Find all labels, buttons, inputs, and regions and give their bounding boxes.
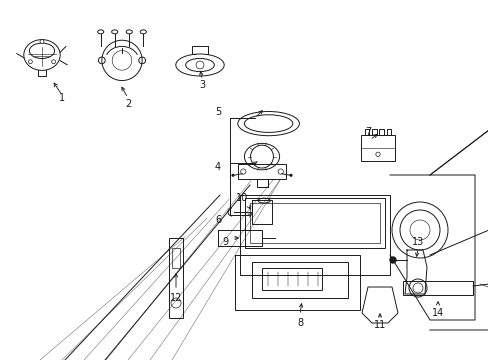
Bar — [379, 129, 383, 135]
Bar — [360, 135, 394, 161]
Text: 9: 9 — [222, 237, 227, 247]
Bar — [249, 203, 379, 243]
Text: 7: 7 — [364, 127, 370, 137]
Bar — [169, 238, 183, 318]
Bar — [251, 262, 347, 298]
Circle shape — [40, 40, 44, 44]
Text: 13: 13 — [411, 237, 423, 247]
Bar — [262, 268, 321, 290]
Text: 6: 6 — [215, 215, 221, 225]
Text: 10: 10 — [235, 193, 247, 203]
Text: 4: 4 — [215, 162, 221, 172]
Circle shape — [231, 174, 234, 177]
Bar — [402, 281, 472, 295]
Bar — [237, 164, 285, 179]
Text: 5: 5 — [214, 107, 221, 117]
Circle shape — [28, 60, 32, 64]
Bar — [365, 129, 368, 135]
Text: 1: 1 — [59, 93, 65, 103]
Circle shape — [289, 174, 292, 177]
Bar — [218, 230, 262, 246]
Bar — [244, 198, 384, 248]
Text: 2: 2 — [124, 99, 131, 109]
Text: 14: 14 — [431, 308, 443, 318]
Text: 3: 3 — [199, 80, 204, 90]
Circle shape — [389, 257, 395, 263]
Bar — [386, 129, 390, 135]
Bar — [172, 248, 180, 268]
Text: 8: 8 — [296, 318, 303, 328]
Circle shape — [52, 60, 56, 64]
Text: 11: 11 — [373, 320, 386, 330]
Text: 12: 12 — [169, 293, 182, 303]
Bar — [371, 129, 376, 135]
